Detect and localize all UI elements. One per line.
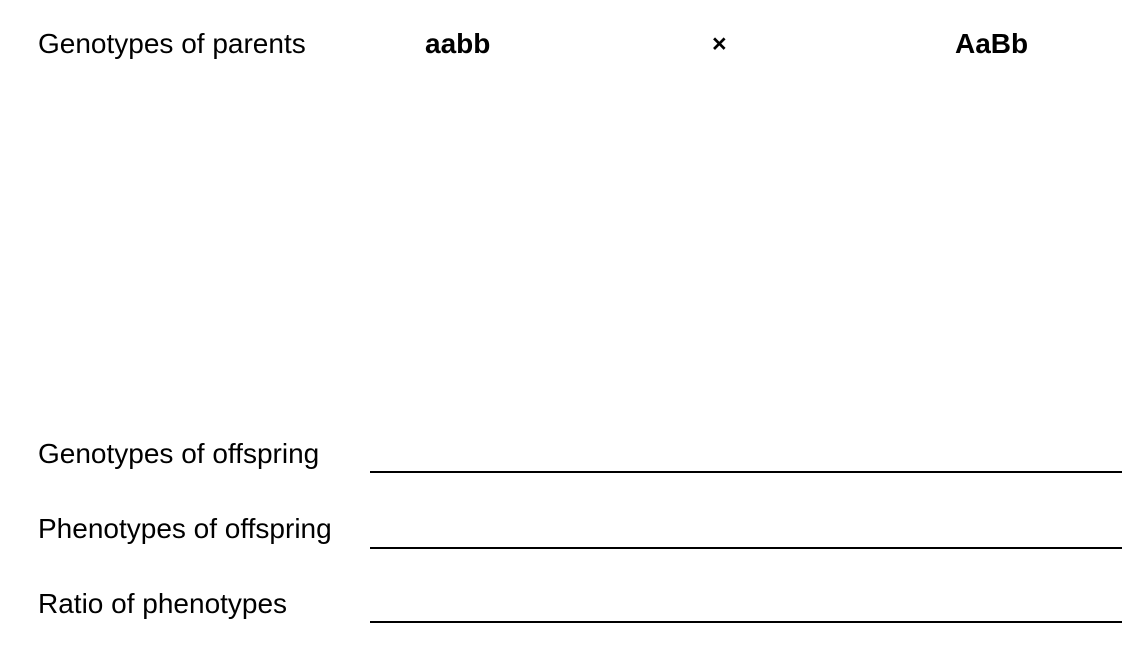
cross-symbol: × (712, 30, 727, 58)
phenotypes-offspring-label: Phenotypes of offspring (38, 513, 332, 544)
parent2-genotype: AaBb (955, 28, 1029, 59)
parent1-genotype: aabb (425, 28, 491, 59)
ratio-phenotypes-label: Ratio of phenotypes (38, 588, 288, 619)
ratio-phenotypes-answer-line[interactable] (370, 587, 1122, 623)
genotypes-offspring-label: Genotypes of offspring (38, 438, 320, 469)
phenotypes-offspring-answer-line[interactable] (370, 513, 1122, 549)
parents-row-label: Genotypes of parents (38, 28, 306, 59)
genotypes-offspring-answer-line[interactable] (370, 437, 1122, 473)
